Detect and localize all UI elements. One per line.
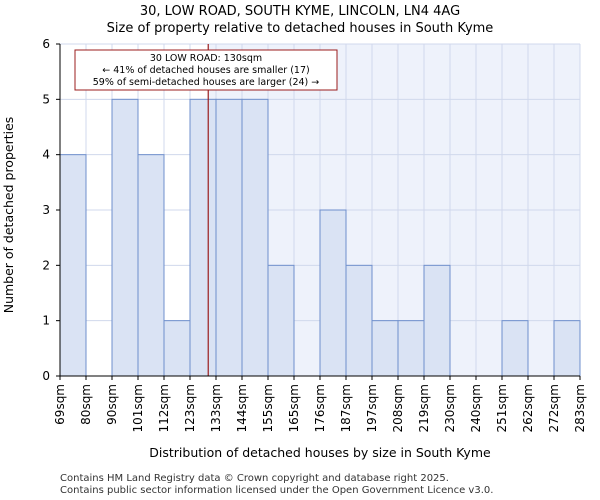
chart-title: 30, LOW ROAD, SOUTH KYME, LINCOLN, LN4 4… — [140, 4, 460, 19]
y-tick-label-3: 3 — [42, 203, 50, 217]
x-tick-label-90sqm: 90sqm — [105, 384, 119, 425]
x-tick-labels: 69sqm 80sqm 90sqm 101sqm 112sqm 123sqm 133sqm 1… — [53, 376, 587, 432]
x-tick-label-80sqm: 80sqm — [79, 384, 93, 425]
annotation-line-2: ← 41% of detached houses are smaller (17… — [102, 65, 309, 76]
footer-line-1: Contains HM Land Registry data © Crown c… — [60, 473, 449, 484]
bar-176sqm — [319, 209, 347, 377]
bar-197sqm — [371, 320, 399, 377]
y-tick-label-2: 2 — [42, 258, 50, 272]
annotation-frame — [74, 49, 338, 91]
x-tick-label-101sqm: 101sqm — [131, 384, 145, 432]
chart-subtitle: Size of property relative to detached ho… — [107, 21, 494, 36]
x-tick-label-219sqm: 219sqm — [417, 384, 431, 432]
x-tick-label-176sqm: 176sqm — [313, 384, 327, 432]
bar-90sqm — [111, 98, 139, 377]
x-tick-label-283sqm: 283sqm — [573, 384, 587, 432]
bar-112sqm — [163, 320, 191, 377]
bar-69sqm — [59, 154, 87, 377]
bar-144sqm — [241, 98, 269, 377]
bar-272sqm — [553, 320, 581, 377]
y-tick-label-4: 4 — [42, 148, 50, 162]
x-tick-label-197sqm: 197sqm — [365, 384, 379, 432]
x-tick-label-240sqm: 240sqm — [469, 384, 483, 432]
x-tick-label-69sqm: 69sqm — [53, 384, 67, 425]
x-tick-label-272sqm: 272sqm — [547, 384, 561, 432]
annotation-box: 30 LOW ROAD: 130sqm ← 41% of detached ho… — [74, 49, 338, 91]
x-tick-label-133sqm: 133sqm — [209, 384, 223, 432]
x-tick-label-155sqm: 155sqm — [261, 384, 275, 432]
x-tick-label-123sqm: 123sqm — [183, 384, 197, 432]
bar-155sqm — [267, 264, 295, 377]
x-tick-label-251sqm: 251sqm — [495, 384, 509, 432]
x-tick-label-262sqm: 262sqm — [521, 384, 535, 432]
y-tick-label-6: 6 — [42, 37, 50, 51]
x-tick-label-230sqm: 230sqm — [443, 384, 457, 432]
bar-123sqm — [189, 98, 217, 377]
bar-251sqm — [501, 320, 529, 377]
footer-line-2: Contains public sector information licen… — [60, 485, 494, 496]
annotation-line-3: 59% of semi-detached houses are larger (… — [93, 77, 320, 88]
y-tick-label-0: 0 — [42, 369, 50, 383]
bar-219sqm — [423, 264, 451, 377]
bars — [59, 98, 581, 377]
x-tick-label-187sqm: 187sqm — [339, 384, 353, 432]
bar-187sqm — [345, 264, 373, 377]
bar-208sqm — [397, 320, 425, 377]
y-axis-label: Number of detached properties — [1, 117, 16, 314]
x-tick-label-208sqm: 208sqm — [391, 384, 405, 432]
annotation-line-1: 30 LOW ROAD: 130sqm — [150, 53, 262, 64]
bar-133sqm — [215, 98, 243, 377]
bar-101sqm — [137, 154, 165, 377]
x-tick-label-144sqm: 144sqm — [235, 384, 249, 432]
x-tick-label-112sqm: 112sqm — [157, 384, 171, 432]
x-tick-label-165sqm: 165sqm — [287, 384, 301, 432]
y-tick-label-1: 1 — [42, 314, 50, 328]
x-axis-label: Distribution of detached houses by size … — [149, 445, 491, 460]
y-tick-label-5: 5 — [42, 92, 50, 106]
y-tick-labels: 0 1 2 3 4 5 6 — [42, 37, 60, 383]
